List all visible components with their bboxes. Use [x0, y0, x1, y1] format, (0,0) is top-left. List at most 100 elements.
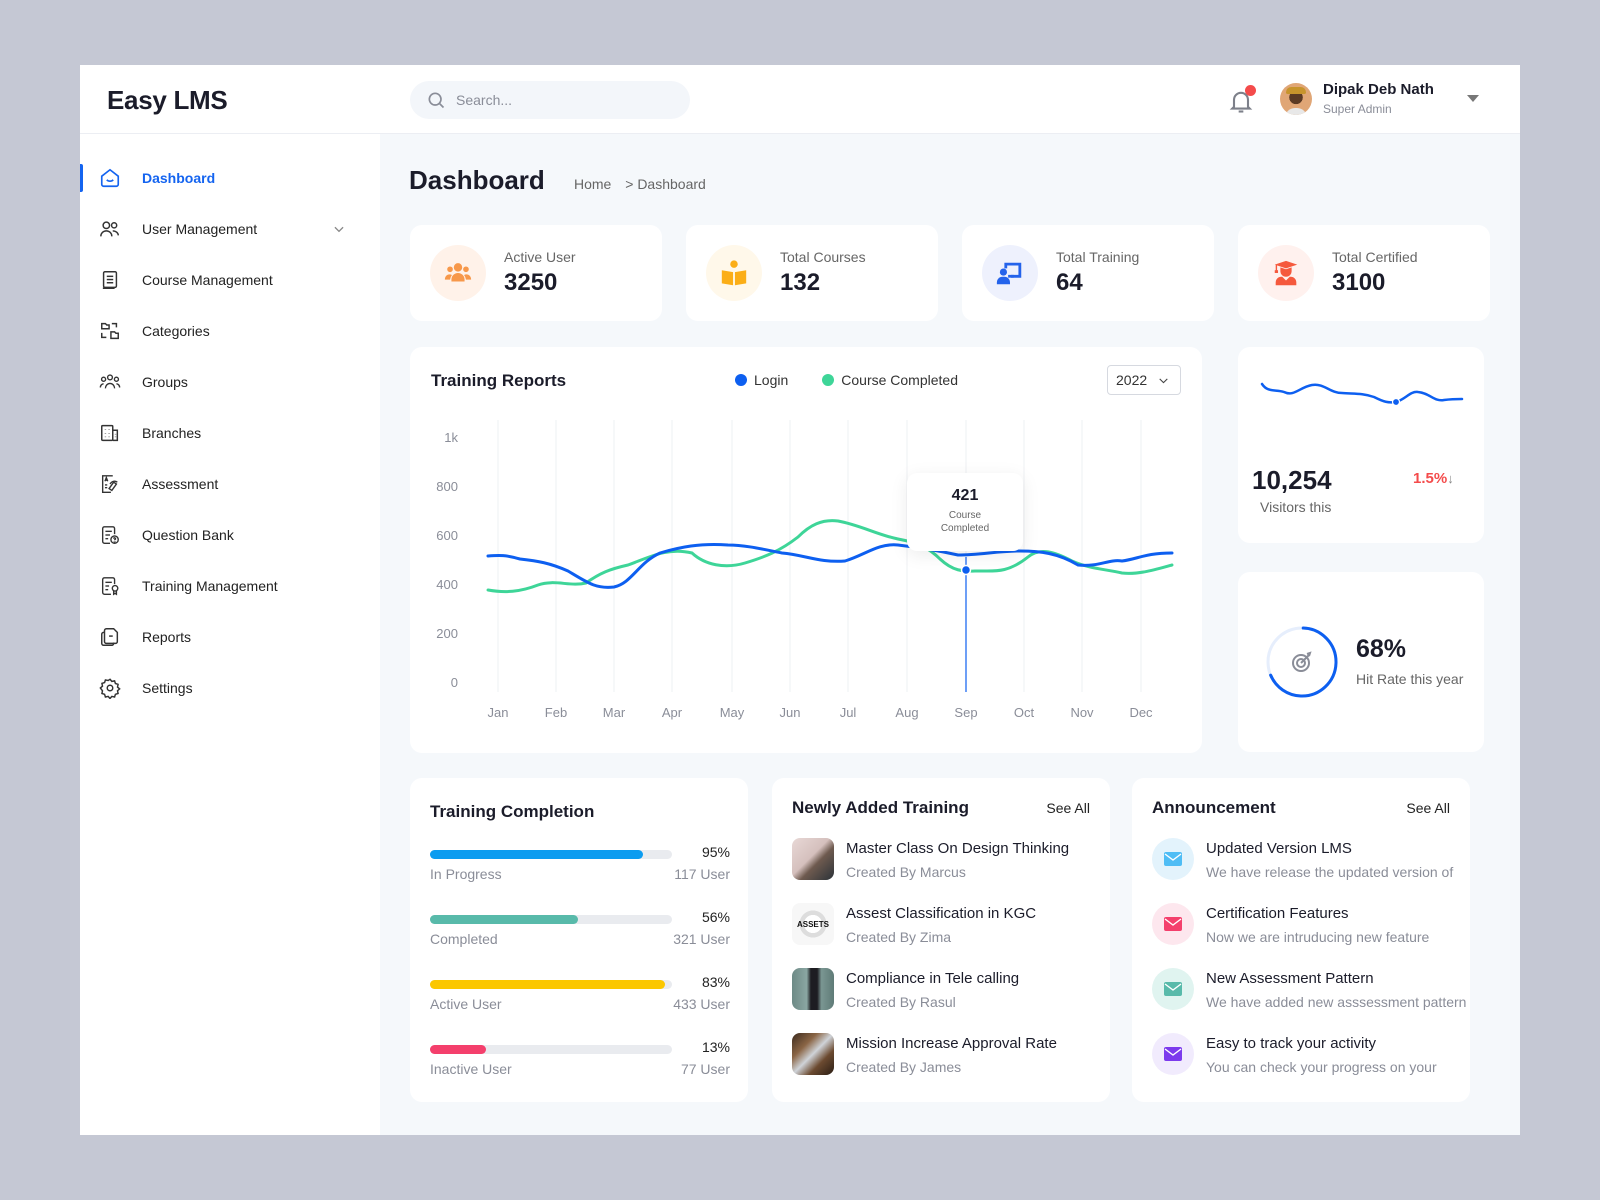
- mail-icon: [1152, 968, 1194, 1010]
- legend-item-login[interactable]: Login: [735, 372, 788, 388]
- announcement-text: Now we are intruducing new feature: [1206, 929, 1430, 945]
- card-title: Training Completion: [430, 802, 595, 821]
- user-role: Super Admin: [1323, 102, 1392, 116]
- svg-text:600: 600: [436, 528, 458, 543]
- training-title: Assest Classification in KGC: [846, 905, 1037, 922]
- see-all-link[interactable]: See All: [1046, 800, 1090, 816]
- visitors-label: Visitors this: [1260, 499, 1332, 515]
- training-author: Created By Zima: [846, 929, 952, 945]
- sidebar-item-assessment[interactable]: Assessment: [80, 464, 380, 504]
- announcement-title: Certification Features: [1206, 905, 1349, 922]
- announcement-item[interactable]: Easy to track your activity You can chec…: [1152, 1033, 1462, 1077]
- breadcrumb-home[interactable]: Home: [574, 176, 612, 192]
- announcement-item[interactable]: Updated Version LMS We have release the …: [1152, 838, 1462, 882]
- sidebar-item-training-management[interactable]: Training Management: [80, 566, 380, 606]
- sidebar-item-course-management[interactable]: Course Management: [80, 260, 380, 300]
- progress-label: Inactive User: [430, 1061, 512, 1077]
- sidebar-item-label: Assessment: [142, 476, 219, 492]
- training-thumbnail: [792, 838, 834, 880]
- mail-icon: [1152, 1033, 1194, 1075]
- x-axis-labels: Jan Feb Mar Apr May Jun Jul Aug Sep Oct Nov Dec: [488, 705, 1154, 720]
- legend-item-course-completed[interactable]: Course Completed: [822, 372, 958, 388]
- arrow-down-icon: ↓: [1447, 471, 1454, 486]
- assessment-icon: [98, 472, 122, 496]
- user-name: Dipak Deb Nath: [1323, 81, 1434, 98]
- sidebar-item-question-bank[interactable]: Question Bank: [80, 515, 380, 555]
- progress-label: Active User: [430, 996, 502, 1012]
- training-title: Master Class On Design Thinking: [846, 840, 1070, 857]
- sidebar-item-label: Question Bank: [142, 527, 234, 543]
- caret-down-icon[interactable]: [1467, 95, 1479, 102]
- training-list-item[interactable]: Mission Increase Approval Rate Created B…: [792, 1033, 1102, 1077]
- training-reports-card: Training Reports Login Course Completed …: [410, 347, 1202, 753]
- announcement-item[interactable]: New Assessment Pattern We have added new…: [1152, 968, 1466, 1012]
- stat-value: 132: [780, 269, 821, 296]
- training-thumbnail: ASSETS: [792, 903, 834, 945]
- progress-label: Completed: [430, 931, 498, 947]
- breadcrumb: Home > Dashboard: [574, 176, 716, 192]
- sidebar-item-groups[interactable]: Groups: [80, 362, 380, 402]
- tooltip-label: Course Completed: [940, 510, 990, 534]
- sidebar-item-settings[interactable]: Settings: [80, 668, 380, 708]
- search-input[interactable]: [456, 92, 656, 108]
- progress-row-completed: 56% Completed 321 User: [430, 909, 730, 957]
- training-author: Created By Rasul: [846, 994, 956, 1010]
- avatar[interactable]: [1280, 83, 1312, 115]
- hit-rate-card: 68% Hit Rate this year: [1238, 572, 1484, 752]
- sidebar-item-user-management[interactable]: User Management: [80, 209, 380, 249]
- svg-text:Jun: Jun: [780, 705, 801, 720]
- hit-rate-label: Hit Rate this year: [1356, 671, 1464, 687]
- breadcrumb-current: > Dashboard: [625, 176, 706, 192]
- series-login: [486, 543, 1174, 589]
- book-icon: [98, 268, 122, 292]
- legend-dot-icon: [735, 374, 747, 386]
- question-bank-icon: [98, 523, 122, 547]
- announcement-text: We have added new asssessment pattern: [1206, 994, 1467, 1010]
- sidebar-item-label: Categories: [142, 323, 210, 339]
- users-group-icon: [430, 245, 486, 301]
- svg-text:May: May: [720, 705, 745, 720]
- sidebar-item-branches[interactable]: Branches: [80, 413, 380, 453]
- announcement-card: Announcement See All Updated Version LMS…: [1132, 778, 1470, 1102]
- sidebar-item-label: Branches: [142, 425, 202, 441]
- card-title: Announcement: [1152, 798, 1276, 817]
- announcement-text: We have release the updated version of: [1206, 864, 1454, 880]
- announcement-title: New Assessment Pattern: [1206, 970, 1374, 987]
- change-value: 1.5%: [1413, 470, 1448, 487]
- building-icon: [98, 421, 122, 445]
- progress-row-inactive-user: 13% Inactive User 77 User: [430, 1039, 730, 1087]
- training-title: Mission Increase Approval Rate: [846, 1035, 1057, 1052]
- page-title: Dashboard: [409, 165, 545, 195]
- svg-text:Jul: Jul: [840, 705, 857, 720]
- training-list-item[interactable]: Compliance in Tele calling Created By Ra…: [792, 968, 1102, 1012]
- mail-icon: [1152, 903, 1194, 945]
- progress-count: 117 User: [674, 866, 730, 882]
- sidebar-item-dashboard[interactable]: Dashboard: [80, 158, 380, 198]
- progress-bar: [430, 850, 672, 859]
- bell-icon[interactable]: [1227, 87, 1255, 115]
- sidebar-item-label: Course Management: [142, 272, 273, 288]
- sidebar-item-reports[interactable]: Reports: [80, 617, 380, 657]
- svg-text:1k: 1k: [444, 430, 458, 445]
- svg-text:200: 200: [436, 626, 458, 641]
- svg-text:Jan: Jan: [488, 705, 509, 720]
- announcement-item[interactable]: Certification Features Now we are intrud…: [1152, 903, 1462, 947]
- legend-dot-icon: [822, 374, 835, 386]
- series-course-completed: [486, 519, 1174, 594]
- visitors-change: 1.5%↓: [1413, 470, 1454, 487]
- training-list-item[interactable]: Master Class On Design Thinking Created …: [792, 838, 1102, 882]
- svg-text:Sep: Sep: [954, 705, 977, 720]
- svg-text:800: 800: [436, 479, 458, 494]
- stat-card-total-courses: Total Courses 132: [686, 225, 938, 321]
- progress-bar: [430, 980, 672, 989]
- training-icon: [98, 574, 122, 598]
- gear-icon: [98, 676, 122, 700]
- chevron-down-icon[interactable]: [332, 222, 346, 236]
- search-box[interactable]: [410, 81, 690, 119]
- year-select[interactable]: 2022: [1107, 365, 1181, 395]
- training-thumbnail: [792, 1033, 834, 1075]
- sidebar-item-categories[interactable]: Categories: [80, 311, 380, 351]
- see-all-link[interactable]: See All: [1406, 800, 1450, 816]
- sidebar-item-label: Dashboard: [142, 170, 216, 186]
- training-list-item[interactable]: ASSETS Assest Classification in KGC Crea…: [792, 903, 1102, 947]
